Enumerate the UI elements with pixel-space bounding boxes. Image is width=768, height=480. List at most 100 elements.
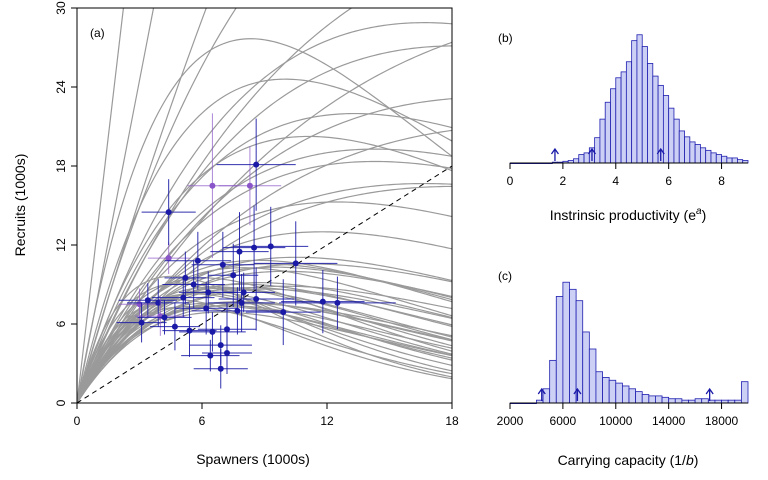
hist-bar-5: [542, 388, 551, 404]
hist-bar-6: [549, 359, 557, 404]
point-marker: [207, 352, 214, 359]
hist-bar-21: [648, 395, 656, 404]
point-marker: [217, 365, 224, 372]
hist-bar-17: [621, 385, 630, 404]
panel-b-label: (b): [498, 31, 513, 45]
ricker-curve-36: [77, 135, 452, 403]
hist-bar-31: [673, 118, 680, 164]
data-point-7: [141, 179, 196, 245]
ricker-curve-45: [77, 98, 452, 403]
ricker-curve-44: [77, 112, 452, 403]
data-point-36: [281, 270, 365, 334]
data-point-25: [191, 287, 284, 335]
point-marker: [194, 257, 201, 264]
point-marker: [161, 314, 168, 321]
hist-bar-9: [569, 288, 577, 404]
hist-bar-16: [594, 137, 601, 164]
point-marker: [246, 182, 253, 189]
ricker-curve-18: [77, 311, 452, 403]
point-marker: [253, 161, 260, 168]
ricker-curve-22: [77, 263, 452, 403]
hist-bar-25: [674, 398, 683, 404]
x-tick-label-18: 18: [445, 414, 459, 428]
hist-bar-26: [647, 63, 654, 164]
tick-label-8: 8: [718, 174, 725, 188]
point-marker: [280, 309, 287, 316]
hist-bar-35: [740, 381, 749, 404]
quantile-arrow-1: [587, 147, 597, 161]
hist-bar-39: [715, 154, 722, 164]
panel-a-label: (a): [90, 26, 105, 40]
point-marker: [138, 319, 145, 326]
point-marker: [165, 209, 172, 216]
quantile-arrow-2: [705, 387, 714, 401]
point-marker: [155, 299, 162, 306]
point-marker: [180, 294, 187, 301]
hist-bar-8: [562, 281, 570, 404]
tick-label-2: 2: [560, 174, 567, 188]
hist-bar-35: [694, 144, 701, 164]
hist-bar-37: [705, 149, 712, 164]
point-marker: [267, 243, 274, 250]
hist-bar-25: [641, 46, 648, 164]
hist-bar-40: [721, 155, 728, 164]
data-point-24: [208, 243, 259, 307]
ricker-curve-48: [77, 8, 155, 403]
data-point-28: [212, 272, 275, 313]
point-marker: [209, 328, 216, 335]
ricker-curve-0: [77, 22, 452, 403]
quantile-arrow-2: [656, 147, 665, 161]
ricker-curve-30: [77, 285, 452, 403]
panel-c-histogram: (c) 2000 6000 10000 14000 18000 Carrying cap…: [497, 269, 749, 468]
ricker-curve-2: [77, 148, 452, 403]
point-marker: [334, 299, 341, 306]
hist-bar-42: [731, 157, 738, 164]
tick-label-4: 4: [612, 174, 619, 188]
data-point-21: [191, 231, 255, 298]
hist-bar-7: [555, 296, 564, 404]
capacity-quantile-arrows: [537, 387, 714, 401]
tick-label-0: 0: [507, 174, 514, 188]
x-axis-ticks: 0 6 12 18: [74, 403, 459, 428]
y-axis-label: Recruits (1000s): [12, 154, 28, 257]
hist-bar-20: [641, 394, 650, 404]
hist-bar-20: [615, 77, 622, 164]
y-tick-label-0: 0: [54, 399, 68, 406]
x-axis-label: Spawners (1000s): [196, 451, 310, 467]
hist-bar-14: [602, 377, 610, 404]
tick-label-18000: 18000: [705, 414, 739, 428]
y-tick-label-6: 6: [54, 320, 68, 327]
tick-label-14000: 14000: [652, 414, 686, 428]
point-marker: [253, 295, 260, 302]
hist-bar-14: [583, 152, 590, 164]
panel-c-label: (c): [498, 269, 512, 283]
hist-bar-16: [615, 382, 623, 404]
data-point-29: [218, 146, 282, 226]
point-marker: [292, 260, 299, 267]
point-marker: [240, 289, 247, 296]
data-point-32: [218, 267, 294, 331]
point-marker: [144, 297, 151, 304]
hist-bar-23: [631, 40, 638, 164]
quantile-arrow-0: [550, 147, 559, 161]
data-point-26: [210, 212, 269, 292]
hist-bar-19: [635, 391, 643, 404]
x-tick-label-6: 6: [199, 414, 206, 428]
hist-bar-28: [694, 398, 703, 404]
panel-a-frame: [76, 7, 453, 404]
point-marker: [190, 281, 197, 288]
ricker-curve-41: [77, 78, 452, 403]
hist-bar-13: [578, 154, 585, 164]
point-marker: [217, 342, 224, 349]
hist-bar-12: [573, 158, 580, 164]
panel-a-scatter: (a) 0 6 12 18 0 6 12 18 24 30 Spawners (1000s) R…: [12, 1, 459, 467]
hist-bar-22: [655, 395, 663, 404]
data-point-27: [208, 273, 275, 332]
data-point-31: [216, 118, 296, 211]
hist-bar-24: [636, 34, 643, 164]
hist-bar-15: [608, 379, 617, 404]
point-marker: [319, 298, 326, 305]
point-marker: [165, 255, 172, 262]
tick-label-2000: 2000: [497, 414, 524, 428]
